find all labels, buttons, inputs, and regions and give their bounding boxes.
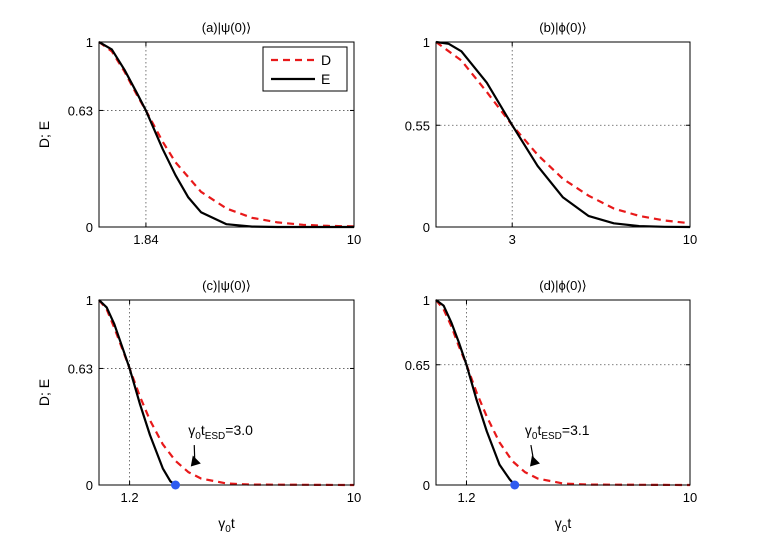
y-tick-label: 0 <box>86 220 93 235</box>
series-D-line <box>98 299 355 487</box>
series-D-line <box>435 41 691 225</box>
subplot-b: 3 10 1 0.55 0 (b)|ϕ(0)⟩ <box>405 20 698 247</box>
subplot-a: 1.84 10 1 0.63 0 (a)|ψ(0)⟩ D; E DE <box>36 20 361 247</box>
legend-entry-E: E <box>321 71 330 87</box>
axes-box <box>435 299 691 486</box>
y-tick-label: 0.63 <box>68 361 93 376</box>
y-tick-label: 0 <box>423 220 430 235</box>
x-tick-label: 1.84 <box>133 232 158 247</box>
esd-arrow-head <box>529 455 540 467</box>
series-E-line <box>435 40 691 229</box>
esd-annotation: γ0tESD=3.0 <box>188 422 253 442</box>
x-tick-label: 10 <box>347 490 361 505</box>
y-tick-label: 0.65 <box>405 358 430 373</box>
y-tick-label: 1 <box>86 35 93 50</box>
x-tick-label: 1.2 <box>457 490 475 505</box>
esd-arrow-head <box>190 455 201 467</box>
y-tick-label: 0 <box>86 478 93 493</box>
axes-box <box>98 299 355 486</box>
axes-box <box>98 41 355 228</box>
y-tick-label: 0.63 <box>68 103 93 118</box>
series-E-line <box>98 299 177 486</box>
y-axis-label: D; E <box>36 121 52 148</box>
y-tick-label: 0.55 <box>405 118 430 133</box>
axes-box <box>435 41 691 228</box>
y-tick-label: 1 <box>86 293 93 308</box>
y-tick-label: 0 <box>423 478 430 493</box>
legend: DE <box>262 46 348 92</box>
plot-area <box>436 42 690 227</box>
subplot-title: (c)|ψ(0)⟩ <box>202 278 251 293</box>
series-D-line <box>435 299 691 487</box>
y-tick-label: 1 <box>423 35 430 50</box>
subplot-title: (a)|ψ(0)⟩ <box>202 20 252 35</box>
esd-annotation: γ0tESD=3.1 <box>525 422 590 442</box>
x-tick-label: 1.2 <box>121 490 139 505</box>
subplot-d: 1.2 10 1 0.65 0 (d)|ϕ(0)⟩ γ0t γ0tESD=3.1 <box>405 278 698 535</box>
x-axis-label: γ0t <box>555 515 572 535</box>
esd-point <box>171 480 180 490</box>
legend-box <box>262 46 348 92</box>
plot-area <box>436 300 690 485</box>
subplot-c: 1.2 10 1 0.63 0 (c)|ψ(0)⟩ D; E γ0t γ0tESD=3.0 <box>36 278 361 535</box>
x-tick-label: 10 <box>683 232 697 247</box>
y-axis-label: D; E <box>36 379 52 406</box>
series-E-line <box>435 299 516 486</box>
x-tick-label: 3 <box>509 232 516 247</box>
plot-area <box>99 300 354 485</box>
subplot-title: (b)|ϕ(0)⟩ <box>539 20 587 35</box>
y-tick-label: 1 <box>423 293 430 308</box>
subplot-title: (d)|ϕ(0)⟩ <box>539 278 587 293</box>
x-tick-label: 10 <box>347 232 361 247</box>
x-tick-label: 10 <box>683 490 697 505</box>
esd-point <box>510 480 520 490</box>
legend-entry-D: D <box>321 52 331 68</box>
x-axis-label: γ0t <box>218 515 235 535</box>
